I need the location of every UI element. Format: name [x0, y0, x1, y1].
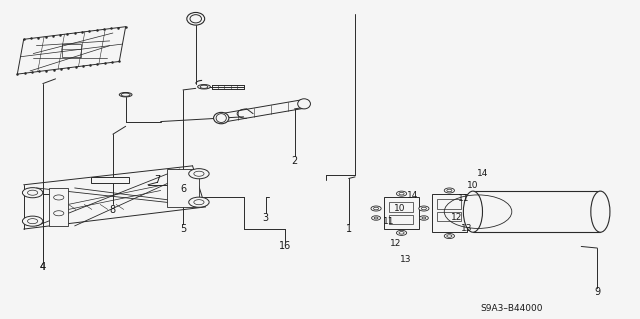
Text: 9: 9: [594, 287, 600, 297]
Text: 3: 3: [263, 213, 269, 223]
Ellipse shape: [214, 112, 229, 124]
Ellipse shape: [463, 191, 483, 232]
Text: 5: 5: [180, 224, 186, 234]
Bar: [431, 194, 467, 232]
Text: 13: 13: [400, 255, 412, 263]
Text: 10: 10: [394, 204, 405, 213]
Text: 7: 7: [154, 175, 161, 185]
Text: 14: 14: [477, 169, 488, 178]
Circle shape: [22, 216, 43, 226]
Text: 13: 13: [461, 224, 472, 233]
Circle shape: [22, 188, 43, 198]
Bar: [167, 169, 199, 207]
Text: 4: 4: [40, 262, 46, 272]
Bar: [91, 177, 129, 182]
Text: 11: 11: [458, 194, 469, 203]
Bar: [436, 199, 461, 209]
Ellipse shape: [198, 85, 211, 89]
Ellipse shape: [187, 12, 205, 25]
Text: 4: 4: [40, 262, 46, 272]
Bar: [389, 215, 413, 224]
Ellipse shape: [591, 191, 610, 232]
Text: 16: 16: [279, 241, 291, 251]
Text: S9A3–B44000: S9A3–B44000: [480, 304, 543, 313]
Circle shape: [396, 191, 406, 196]
Text: 12: 12: [390, 239, 401, 248]
Text: 10: 10: [467, 181, 479, 190]
Text: 11: 11: [383, 217, 395, 226]
Circle shape: [419, 206, 429, 211]
Circle shape: [396, 230, 406, 235]
Circle shape: [419, 216, 428, 220]
Bar: [473, 191, 600, 232]
Bar: [436, 212, 461, 221]
Text: 6: 6: [180, 184, 186, 194]
Circle shape: [444, 188, 454, 193]
Bar: [62, 44, 81, 57]
Circle shape: [372, 216, 381, 220]
Text: 2: 2: [291, 156, 298, 166]
Text: 14: 14: [406, 191, 418, 200]
Ellipse shape: [119, 93, 132, 97]
Ellipse shape: [298, 99, 310, 109]
Circle shape: [444, 234, 454, 239]
Text: 1: 1: [346, 224, 352, 234]
Text: 8: 8: [110, 205, 116, 215]
Text: 12: 12: [451, 212, 463, 222]
Bar: [389, 202, 413, 212]
Circle shape: [189, 197, 209, 207]
Bar: [384, 197, 419, 229]
Bar: [49, 188, 68, 226]
Circle shape: [189, 169, 209, 179]
Circle shape: [371, 206, 381, 211]
